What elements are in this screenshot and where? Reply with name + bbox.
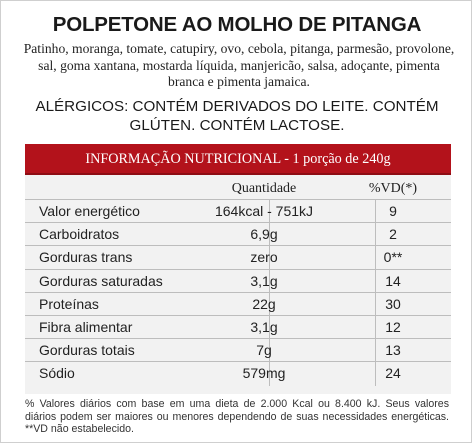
vd-column-header: %VD(*) [368, 181, 418, 196]
nutrient-name: Gorduras saturadas [39, 272, 163, 289]
ingredients-text: Patinho, moranga, tomate, catupiry, ovo,… [23, 41, 455, 89]
nutrient-quantity: 22g [252, 295, 276, 312]
quantity-column-header: Quantidade [231, 181, 297, 196]
nutrient-vd: 2 [389, 226, 397, 243]
nutrient-quantity: 6,9g [250, 226, 278, 243]
nutrient-name: Sódio [39, 365, 75, 382]
table-row: Sódio 579mg 24 [25, 361, 451, 386]
table-row: Valor energético 164kcal - 751kJ 9 [25, 199, 451, 224]
column-divider [269, 292, 270, 316]
column-divider [375, 339, 376, 363]
nutrient-vd: 9 [389, 203, 397, 219]
nutrient-vd: 14 [385, 272, 401, 289]
column-divider [375, 246, 376, 270]
nutrient-name: Carboidratos [39, 226, 120, 243]
nutrient-name: Gorduras trans [39, 249, 133, 266]
nutrient-quantity: zero [250, 249, 278, 266]
table-row: Gorduras saturadas 3,1g 14 [25, 268, 451, 293]
nutrient-quantity: 7g [256, 342, 272, 359]
nutrient-vd: 0** [383, 249, 403, 266]
table-row: Fibra alimentar 3,1g 12 [25, 314, 451, 340]
nutrient-quantity: 3,1g [250, 318, 278, 335]
nutrient-name: Valor energético [39, 203, 140, 219]
table-row: Gorduras trans zero 0** [25, 245, 451, 270]
nutrient-name: Gorduras totais [39, 342, 135, 359]
column-divider [269, 339, 270, 363]
column-divider [269, 315, 270, 340]
nutrient-quantity: 3,1g [250, 272, 278, 289]
nutrient-quantity: 579mg [242, 365, 286, 382]
nutrient-quantity: 164kcal - 751kJ [214, 203, 314, 219]
nutrition-rows: Valor energético 164kcal - 751kJ 9 Carbo… [25, 199, 451, 386]
nutrient-name: Proteínas [39, 295, 99, 312]
column-divider [269, 246, 270, 270]
table-row: Proteínas 22g 30 [25, 291, 451, 316]
column-divider [375, 292, 376, 316]
footnote-text: % Valores diários com base em uma dieta … [25, 398, 449, 436]
nutrient-vd: 30 [385, 295, 401, 312]
table-row: Gorduras totais 7g 13 [25, 338, 451, 363]
column-divider [269, 362, 270, 386]
column-divider [269, 223, 270, 247]
column-divider [375, 315, 376, 340]
nutrient-vd: 12 [385, 318, 401, 335]
nutrient-name: Fibra alimentar [39, 318, 133, 335]
column-divider [269, 269, 270, 293]
column-divider [375, 362, 376, 386]
column-divider [375, 269, 376, 293]
product-title: POLPETONE AO MOLHO DE PITANGA [52, 13, 422, 36]
table-row: Carboidratos 6,9g 2 [25, 222, 451, 247]
nutrient-vd: 13 [385, 342, 401, 359]
allergens-text: ALÉRGICOS: CONTÉM DERIVADOS DO LEITE. CO… [35, 98, 439, 134]
column-divider [269, 200, 270, 224]
nutrition-table-header: INFORMAÇÃO NUTRICIONAL - 1 porção de 240… [25, 144, 451, 175]
nutrient-vd: 24 [385, 365, 401, 382]
nutrition-table: INFORMAÇÃO NUTRICIONAL - 1 porção de 240… [25, 144, 451, 394]
column-divider [375, 200, 376, 224]
column-divider [375, 223, 376, 247]
